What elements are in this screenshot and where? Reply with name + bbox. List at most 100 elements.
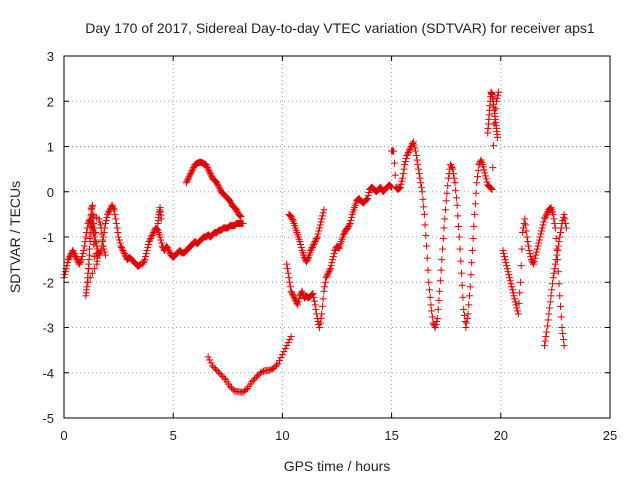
data-point [521,215,529,223]
data-point [457,269,465,277]
data-point [85,216,93,224]
data-point [550,269,558,277]
data-point [543,328,551,336]
data-point [540,342,548,350]
data-point [184,174,192,182]
data-point [536,233,544,241]
data-point [428,313,436,321]
data-point [312,236,320,244]
data-point [211,365,219,373]
data-point [144,241,152,249]
data-point [401,158,409,166]
data-point [112,215,120,223]
data-point [85,265,93,273]
data-point [452,186,460,194]
data-point [345,221,353,229]
data-point [457,257,465,265]
data-point [248,378,256,386]
data-point [113,224,121,232]
data-point [423,242,431,250]
data-point [322,274,330,282]
data-point [543,209,551,217]
data-point [329,256,337,264]
data-point [474,173,482,181]
data-point [539,221,547,229]
data-point [561,215,569,223]
data-point [101,251,109,259]
data-point [402,155,410,163]
data-point [213,179,221,187]
data-point [414,161,422,169]
data-point [104,209,112,217]
data-point [463,319,471,327]
data-point [516,278,524,286]
data-point [265,366,273,374]
data-point [135,262,143,270]
data-point [88,215,96,223]
data-point [289,216,297,224]
data-point [460,305,468,313]
data-point [64,256,72,264]
data-point [251,375,259,383]
data-point [417,183,425,191]
data-point [164,245,172,253]
data-point [80,247,88,255]
data-point [453,201,461,209]
data-point [549,274,557,282]
data-point [471,210,479,218]
data-point [559,213,567,221]
data-point [499,247,507,255]
data-point [329,253,337,261]
data-point [206,356,214,364]
data-point [148,231,156,239]
data-point [490,142,498,150]
data-point [527,253,535,261]
data-point [340,229,348,237]
data-point [105,207,113,215]
data-point [317,314,325,322]
data-point [144,244,152,252]
data-point [436,277,444,285]
data-point [480,166,488,174]
data-point [441,206,449,214]
data-point [69,247,77,255]
data-point [534,242,542,250]
data-point [310,241,318,249]
data-point [511,295,519,303]
data-point [327,262,335,270]
data-point [280,348,288,356]
data-point [551,260,559,268]
data-point [468,259,476,267]
data-point [532,248,540,256]
data-point [141,256,149,264]
data-point [347,216,355,224]
data-point [554,242,562,250]
data-point [235,211,243,219]
data-point [324,269,332,277]
data-point [415,165,423,173]
data-point [508,286,516,294]
data-point [433,314,441,322]
data-point [524,242,532,250]
data-point [535,239,543,247]
data-point [216,185,224,193]
data-point [304,255,312,263]
data-point [290,293,298,301]
data-point [214,180,222,188]
data-point [318,310,326,318]
data-point [460,311,468,319]
data-point [215,183,223,191]
data-point [465,301,473,309]
data-point [281,345,289,353]
data-point [311,301,319,309]
data-points [60,88,570,396]
data-point [297,244,305,252]
data-point [398,177,406,185]
data-point [459,293,467,301]
x-tick-label: 15 [384,428,398,443]
data-point [346,219,354,227]
data-point [119,247,127,255]
data-point [560,342,568,350]
data-point [207,359,215,367]
data-point [185,173,193,181]
